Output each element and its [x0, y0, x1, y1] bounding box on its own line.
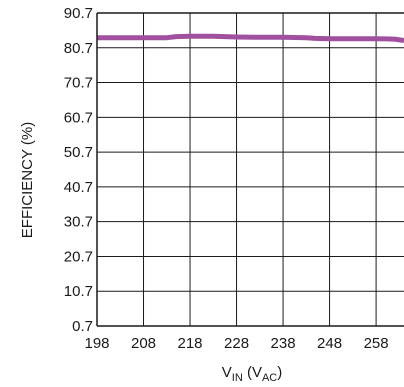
y-tick-labels: 0.7 10.7 20.7 30.7 40.7 50.7 60.7 70.7 80.7 90.7: [64, 5, 93, 335]
x-axis-title: VIN (VAC): [222, 364, 282, 384]
x-axis-title-base-subscript: IN: [232, 372, 243, 384]
y-tick-label: 0.7: [72, 318, 93, 335]
y-tick-label: 10.7: [64, 283, 93, 300]
x-axis-title-unit-close: ): [277, 364, 282, 381]
y-tick-label: 40.7: [64, 179, 93, 196]
x-axis-title-unit-open: (V: [243, 364, 262, 381]
x-axis-title-unit-subscript: AC: [262, 372, 277, 384]
grid: [97, 13, 404, 326]
x-tick-label: 208: [131, 335, 156, 352]
y-tick-label: 20.7: [64, 248, 93, 265]
series-layer: [97, 33, 404, 43]
y-tick-label: 30.7: [64, 214, 93, 231]
y-tick-label: 90.7: [64, 5, 93, 22]
x-tick-label: 238: [271, 335, 296, 352]
efficiency-series-line: [97, 33, 404, 43]
plot-frame: [96, 12, 404, 327]
x-tick-label: 248: [317, 335, 342, 352]
y-tick-label: 80.7: [64, 40, 93, 57]
x-tick-label: 258: [364, 335, 389, 352]
y-tick-label: 60.7: [64, 109, 93, 126]
y-axis-title: EFFICIENCY (%): [19, 122, 36, 238]
y-tick-label: 70.7: [64, 75, 93, 92]
y-tick-label: 50.7: [64, 144, 93, 161]
x-tick-labels: 198 208 218 228 238 248 258: [84, 335, 388, 352]
x-tick-label: 198: [84, 335, 109, 352]
x-axis-title-base: V: [222, 364, 232, 381]
x-tick-label: 218: [178, 335, 203, 352]
x-tick-label: 228: [224, 335, 249, 352]
